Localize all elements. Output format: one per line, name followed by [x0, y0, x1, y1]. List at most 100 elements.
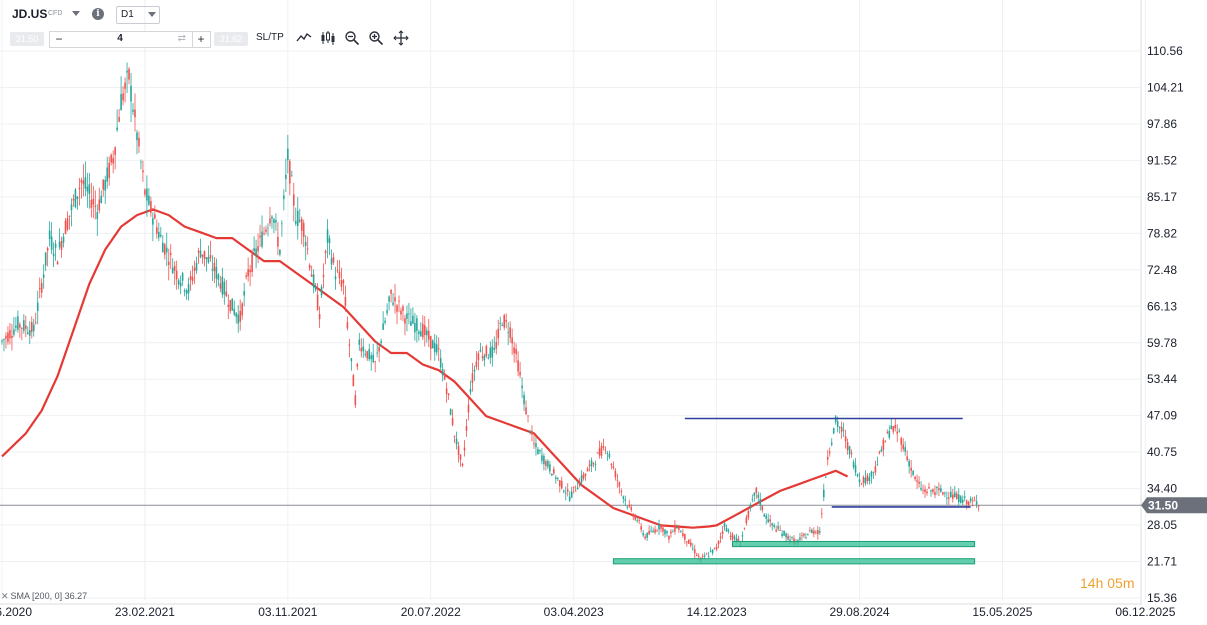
buy-price-button[interactable]: 31.62 [214, 32, 248, 46]
candle-body [763, 514, 766, 517]
candle-body [880, 449, 883, 452]
x-tick-label: 03.04.2023 [544, 605, 604, 619]
candle-body [719, 536, 722, 538]
zoom-out-icon[interactable] [344, 30, 360, 46]
candle-body [156, 227, 158, 234]
x-tick-label: 06.12.2025 [1115, 605, 1175, 619]
sell-price-button[interactable]: 31.50 [10, 32, 44, 46]
candle-body [215, 267, 218, 279]
candle-body [493, 348, 496, 350]
volume-value[interactable]: 4 [117, 33, 123, 44]
candle-body [749, 504, 752, 507]
candle-body [189, 276, 192, 280]
info-icon[interactable]: i [92, 8, 104, 20]
candle-body [233, 308, 236, 315]
line-chart-icon[interactable] [296, 30, 312, 46]
candle-body [213, 262, 216, 272]
y-tick-label: 34.40 [1147, 482, 1177, 496]
candle-body [271, 216, 273, 219]
candle-body [388, 296, 390, 302]
candle-body [469, 389, 472, 393]
candle-body [954, 492, 956, 498]
candle-body [146, 188, 148, 201]
candle-body [824, 476, 827, 478]
candle-body [850, 453, 853, 455]
candle-body [910, 467, 912, 471]
candle-body [965, 500, 968, 505]
candle-body [431, 340, 434, 349]
candle-body [13, 329, 15, 335]
candle-body [17, 316, 19, 330]
candle-body [433, 343, 436, 353]
candle-body [416, 318, 418, 331]
candle-body [239, 311, 241, 322]
candle-body [727, 529, 730, 532]
candle-body [809, 530, 811, 532]
candle-body [705, 553, 708, 555]
candle-body [384, 320, 386, 323]
candle-body [535, 443, 537, 448]
candle-body [76, 196, 79, 200]
increase-button[interactable]: + [192, 32, 209, 47]
candle-body [169, 252, 172, 255]
candle-body [787, 535, 789, 540]
y-tick-label: 40.75 [1147, 445, 1177, 459]
y-tick-label: 110.56 [1147, 44, 1183, 58]
candle-body [344, 296, 347, 306]
swap-icon[interactable]: ⇄ [177, 33, 186, 44]
candle-body [950, 491, 952, 498]
candle-body [866, 475, 869, 482]
symbol-dropdown-icon[interactable] [72, 11, 80, 16]
x-tick-label: 14.12.2023 [687, 605, 747, 619]
candle-body [165, 247, 168, 253]
current-price-label: 31.50 [1148, 498, 1178, 512]
sltp-button[interactable]: SL/TP [256, 32, 284, 43]
y-tick-label: 97.86 [1147, 117, 1177, 131]
candle-body [283, 195, 285, 199]
candle-body [424, 325, 426, 336]
candle-body [32, 324, 35, 331]
candle-body [28, 329, 31, 336]
candle-body [684, 533, 686, 540]
candle-body [884, 441, 887, 443]
candle-body [963, 496, 966, 498]
decrease-button[interactable]: − [55, 32, 63, 46]
candle-body [555, 477, 557, 479]
candle-body [957, 494, 960, 503]
candle-body [888, 430, 891, 438]
indicator-label[interactable]: SMA [200, 0] 36.27 [10, 591, 88, 601]
candle-body [977, 505, 980, 507]
zoom-in-icon[interactable] [368, 30, 384, 46]
candle-body [447, 393, 450, 396]
candle-body [330, 258, 333, 265]
candle-body [163, 244, 166, 255]
candle-body [721, 531, 724, 535]
candle-body [807, 534, 809, 536]
candle-body [896, 431, 899, 434]
candles-icon[interactable] [320, 30, 336, 46]
annotations [612, 417, 976, 565]
candle-body [735, 537, 738, 541]
candle-body [862, 477, 865, 483]
timeframe-select[interactable]: D1 [116, 6, 160, 24]
candle-body [231, 298, 234, 311]
candle-body [632, 514, 635, 517]
candle-body [340, 279, 343, 287]
candle-body [572, 486, 575, 488]
symbol-label[interactable]: JD.US [12, 7, 48, 21]
candle-body [650, 530, 652, 532]
candle-body [928, 486, 930, 489]
candle-body [894, 424, 897, 429]
candle-body [66, 218, 69, 230]
volume-stepper[interactable]: − 4 ⇄ + [49, 31, 211, 48]
close-icon[interactable]: ✕ [1, 591, 9, 601]
candle-body [576, 487, 579, 490]
candle-body [451, 418, 454, 426]
candle-body [680, 531, 682, 533]
candle-body [668, 535, 670, 540]
candle-body [813, 530, 815, 534]
candle-body [191, 277, 194, 281]
crosshair-icon[interactable] [393, 30, 409, 46]
candle-body [946, 497, 948, 499]
